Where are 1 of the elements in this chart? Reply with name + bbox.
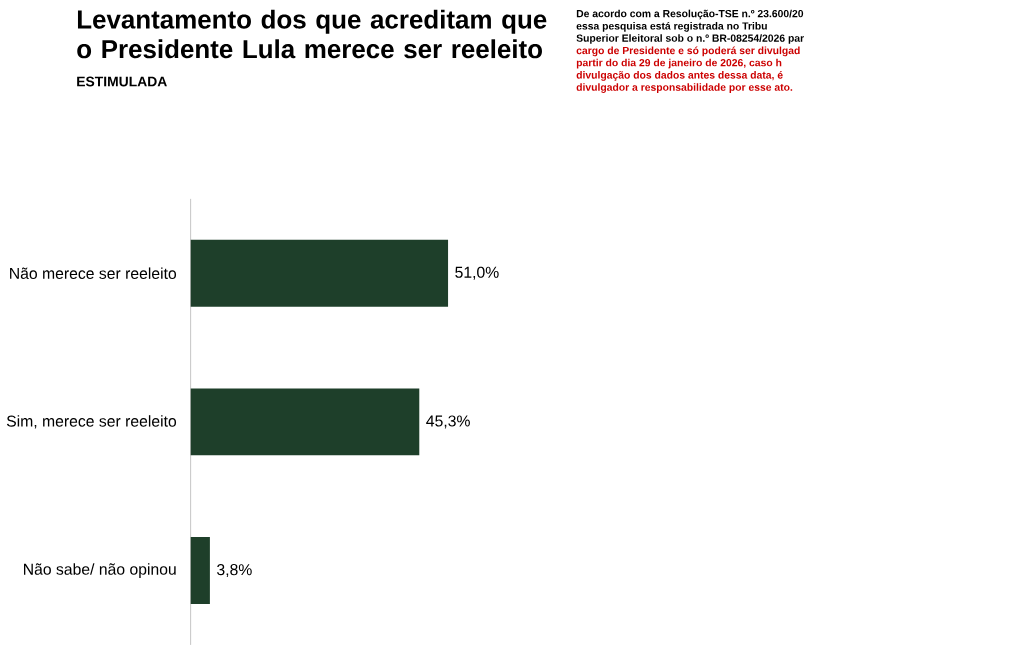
chart-title: Levantamento dos que acreditam que o Presidente Lula merece ser reeleito [77, 10, 547, 59]
